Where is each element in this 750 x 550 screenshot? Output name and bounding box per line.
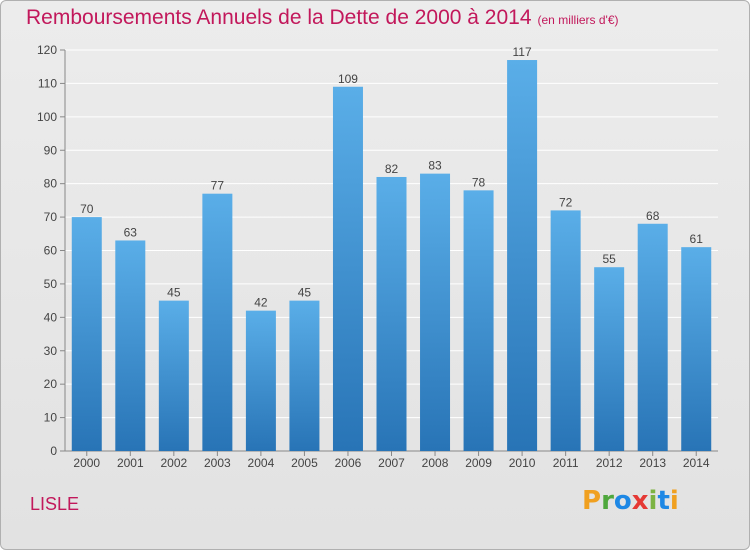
y-tick-label: 0 xyxy=(50,444,57,458)
bar-2013 xyxy=(637,223,668,451)
x-tick-label: 2000 xyxy=(73,456,100,470)
x-tick-label: 2009 xyxy=(465,456,492,470)
bar-value-label: 55 xyxy=(602,252,616,266)
proxiti-logo: Proxiti xyxy=(582,486,679,516)
bar-2000 xyxy=(71,217,102,451)
y-tick-label: 50 xyxy=(44,277,58,291)
bar-value-label: 77 xyxy=(211,179,225,193)
x-tick-label: 2008 xyxy=(422,456,449,470)
bar-2003 xyxy=(202,193,233,452)
chart-unit: (en milliers d'€) xyxy=(537,13,619,27)
x-tick-label: 2010 xyxy=(509,456,536,470)
bar-2014 xyxy=(681,247,712,451)
bar-2008 xyxy=(420,173,451,451)
y-tick-label: 40 xyxy=(44,310,58,324)
x-tick-label: 2002 xyxy=(160,456,187,470)
x-tick-label: 2004 xyxy=(248,456,275,470)
bar-value-label: 45 xyxy=(167,286,181,300)
bar-2005 xyxy=(289,300,320,451)
bar-value-label: 117 xyxy=(513,45,532,59)
y-tick-label: 20 xyxy=(44,377,58,391)
y-tick-label: 90 xyxy=(44,143,58,157)
y-tick-label: 30 xyxy=(44,344,58,358)
bar-2009 xyxy=(463,190,494,451)
bar-value-label: 82 xyxy=(385,162,399,176)
bar-value-label: 78 xyxy=(472,175,486,189)
bar-2001 xyxy=(115,240,146,451)
bar-value-label: 83 xyxy=(428,159,442,173)
bar-2011 xyxy=(550,210,581,451)
x-tick-label: 2014 xyxy=(683,456,710,470)
labels: 0 10 20 30 40 50 60 70 80 90 100 110 120 70 2000 63 2001… xyxy=(37,43,710,470)
bar-2004 xyxy=(245,310,276,451)
x-tick-label: 2013 xyxy=(639,456,666,470)
bar-value-label: 109 xyxy=(338,72,358,86)
town-name: LISLE xyxy=(30,494,80,514)
bar-value-label: 63 xyxy=(124,225,138,239)
bar-value-label: 70 xyxy=(80,202,94,216)
x-tick-label: 2005 xyxy=(291,456,318,470)
y-tick-label: 120 xyxy=(37,43,57,57)
x-tick-label: 2012 xyxy=(596,456,623,470)
bar-value-label: 61 xyxy=(690,232,704,246)
x-tick-label: 2007 xyxy=(378,456,405,470)
bar-value-label: 72 xyxy=(559,195,573,209)
chart-title-text: Remboursements Annuels de la Dette de 20… xyxy=(26,6,532,29)
y-tick-label: 110 xyxy=(38,76,57,90)
y-tick-label: 60 xyxy=(44,244,58,258)
bars xyxy=(71,60,712,452)
bar-2010 xyxy=(507,60,538,452)
y-tick-label: 10 xyxy=(44,411,58,425)
bar-2007 xyxy=(376,176,407,451)
chart-title: Remboursements Annuels de la Dette de 20… xyxy=(26,6,619,30)
y-tick-label: 100 xyxy=(37,110,57,124)
x-tick-label: 2003 xyxy=(204,456,231,470)
bar-2012 xyxy=(594,267,625,451)
y-tick-label: 70 xyxy=(44,210,58,224)
y-tick-label: 80 xyxy=(44,177,58,191)
bar-value-label: 68 xyxy=(646,209,660,223)
x-tick-label: 2001 xyxy=(117,456,144,470)
bar-value-label: 42 xyxy=(254,296,268,310)
x-tick-label: 2006 xyxy=(335,456,362,470)
bar-value-label: 45 xyxy=(298,286,312,300)
bar-2006 xyxy=(332,86,363,451)
x-tick-label: 2011 xyxy=(553,456,579,470)
bar-2002 xyxy=(158,300,189,451)
